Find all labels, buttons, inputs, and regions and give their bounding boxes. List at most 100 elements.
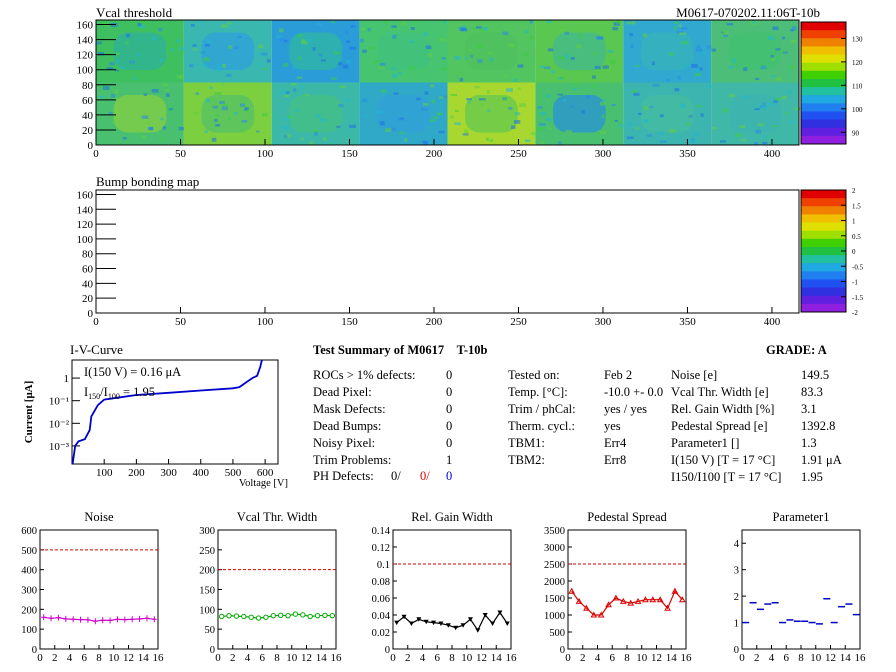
pixel-noise: [637, 112, 642, 115]
data-point: [490, 621, 496, 626]
pixel-noise: [793, 107, 800, 110]
data-point: [285, 612, 291, 619]
condition-label: TBM2:: [508, 453, 545, 467]
pixel-noise: [775, 48, 781, 51]
y-tick-label: 50: [205, 625, 216, 636]
palette-band: [801, 303, 846, 313]
palette-band: [801, 271, 846, 280]
x-tick-label: 14: [138, 652, 150, 664]
series-line: [396, 611, 508, 632]
pixel-noise: [668, 52, 675, 56]
ph-defects-label: PH Defects:: [313, 469, 374, 483]
pixel-noise: [115, 52, 120, 55]
pixel-noise: [439, 38, 446, 42]
palette-band: [801, 206, 846, 215]
pixel-noise: [728, 94, 735, 98]
pixel-noise: [220, 24, 228, 28]
data-point: [423, 619, 429, 625]
x-tick-label: 100: [257, 148, 274, 160]
pixel-noise: [114, 89, 119, 94]
pixel-noise: [193, 111, 200, 115]
pixel-noise: [596, 36, 604, 40]
pixel-noise: [699, 51, 706, 55]
pixel-noise: [775, 97, 782, 101]
pixel-noise: [215, 113, 220, 117]
x-tick-label: 150: [341, 148, 358, 160]
pixel-noise: [470, 55, 474, 58]
y-tick-label: 0: [560, 645, 565, 656]
x-tick-label: 4: [245, 652, 251, 664]
data-point: [270, 612, 277, 619]
data-point: [300, 612, 306, 618]
pixel-noise: [652, 83, 660, 87]
pixel-noise: [646, 134, 652, 137]
pixel-noise: [761, 105, 768, 110]
pixel-noise: [558, 141, 562, 145]
y-tick-label: 200: [199, 566, 215, 577]
y-tick-label: 0.1: [377, 560, 390, 571]
ph-defect-value: 0/: [391, 469, 401, 483]
pixel-noise: [760, 65, 767, 70]
pixel-noise: [220, 83, 225, 87]
pixel-noise: [205, 98, 210, 103]
pixel-noise: [344, 98, 350, 102]
pixel-noise: [517, 87, 521, 90]
data-point: [48, 615, 54, 622]
pixel-noise: [503, 74, 507, 78]
pixel-noise: [776, 77, 782, 81]
pixel-noise: [393, 92, 399, 95]
data-point: [241, 613, 247, 620]
data-point: [438, 621, 444, 626]
pixel-noise: [216, 64, 223, 68]
data-point: [129, 616, 135, 623]
result-value: 1.3: [801, 436, 817, 450]
pixel-noise: [263, 67, 268, 70]
pixel-noise: [674, 88, 680, 92]
condition-label: Trim / phCal:: [508, 402, 576, 416]
pixel-noise: [665, 78, 670, 82]
pixel-noise: [720, 140, 726, 143]
data-point: [634, 597, 642, 604]
y-tick-label: 100: [77, 65, 94, 77]
palette-band: [801, 62, 846, 72]
data-point: [642, 596, 649, 603]
pixel-noise: [368, 46, 375, 50]
pixel-noise: [632, 89, 638, 94]
pixel-noise: [168, 108, 174, 111]
pixel-noise: [762, 102, 766, 105]
pixel-noise: [423, 103, 429, 106]
pixel-noise: [591, 84, 598, 88]
x-tick-label: 16: [855, 652, 867, 664]
pixel-noise: [276, 35, 282, 39]
pixel-noise: [791, 26, 797, 31]
pixel-noise: [97, 51, 105, 56]
data-point: [322, 612, 328, 618]
result-label: Parameter1 []: [671, 436, 740, 450]
pixel-noise: [317, 23, 322, 26]
pixel-noise: [209, 86, 213, 90]
palette-tick-label: 1.5: [852, 202, 861, 210]
iv-curve-line: [71, 359, 263, 465]
pixel-noise: [678, 24, 682, 28]
pixel-noise: [614, 119, 618, 122]
x-tick-label: 150: [341, 316, 358, 328]
pixel-noise: [203, 64, 208, 68]
roc-center: [377, 95, 430, 133]
pixel-noise: [787, 90, 793, 94]
result-label: I(150 V) [T = 17 °C]: [671, 453, 776, 467]
x-tick-label: 0: [37, 652, 43, 664]
pixel-noise: [427, 53, 433, 58]
data-point: [504, 621, 510, 626]
data-point: [63, 615, 69, 622]
x-tick-label: 50: [175, 148, 187, 160]
pixel-noise: [694, 72, 701, 77]
palette-band: [801, 46, 846, 56]
palette-tick-label: 120: [852, 59, 863, 67]
y-tick-label: 100: [21, 625, 37, 636]
y-tick-label: 0: [734, 645, 739, 656]
x-tick-label: 0: [565, 652, 571, 664]
data-point: [233, 613, 240, 619]
pixel-noise: [651, 61, 655, 66]
pixel-noise: [613, 22, 620, 26]
data-point: [277, 612, 284, 618]
